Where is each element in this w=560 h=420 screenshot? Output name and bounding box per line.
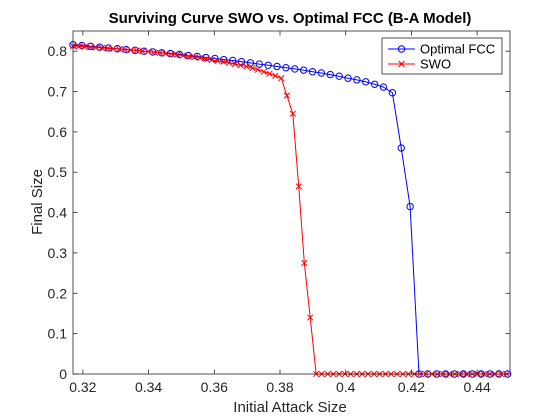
x-tick-label: 0.42 (398, 379, 425, 395)
y-tick-label: 0.6 (48, 124, 68, 140)
data-point (254, 66, 262, 73)
series-swo (69, 42, 510, 378)
data-point (145, 48, 152, 55)
x-tick-label: 0.44 (464, 379, 491, 395)
data-point (174, 51, 181, 58)
data-point (121, 46, 129, 53)
data-point (185, 53, 192, 60)
data-point (379, 83, 388, 91)
data-point (266, 70, 273, 77)
data-point (289, 110, 296, 117)
data-point (197, 54, 204, 62)
data-point (272, 72, 279, 79)
data-point (249, 64, 256, 72)
data-point (116, 46, 123, 53)
data-point (92, 44, 100, 51)
data-point (98, 44, 106, 52)
y-tick-label: 0.3 (48, 245, 68, 261)
data-point (370, 80, 379, 88)
data-point (317, 69, 326, 77)
data-point (162, 50, 169, 57)
legend-marker-swo (398, 60, 405, 68)
x-tick-label: 0.36 (201, 379, 228, 395)
legend-label-optimal-fcc: Optimal FCC (420, 42, 495, 57)
data-point (397, 144, 405, 152)
chart-title: Surviving Curve SWO vs. Optimal FCC (B-A… (109, 10, 472, 27)
y-tick-label: 0.4 (48, 205, 68, 221)
data-point (301, 259, 308, 267)
data-point (255, 60, 263, 68)
x-tick-label: 0.32 (69, 379, 96, 395)
data-point (243, 63, 250, 70)
data-point (308, 68, 317, 76)
data-point (344, 74, 352, 82)
data-point (211, 54, 219, 63)
data-point (283, 92, 291, 99)
data-point (214, 57, 221, 65)
x-tick-label: 0.38 (266, 379, 293, 395)
legend-label-swo: SWO (420, 57, 451, 72)
data-point (87, 42, 95, 51)
plot-area (73, 31, 510, 374)
data-point (75, 43, 83, 50)
y-tick-label: 0 (59, 366, 67, 382)
data-point (133, 47, 140, 54)
data-point (299, 66, 308, 74)
data-point (168, 50, 175, 58)
data-point (156, 49, 163, 56)
data-point (150, 49, 157, 56)
data-point (406, 202, 414, 211)
data-point (87, 43, 94, 51)
y-tick-label: 0.2 (48, 285, 68, 301)
data-point (191, 54, 198, 61)
y-tick-label: 0.1 (48, 326, 68, 342)
y-tick-label: 0.7 (48, 84, 68, 100)
data-point (335, 72, 343, 80)
data-point (273, 62, 281, 71)
data-point (202, 55, 210, 62)
data-point (220, 55, 228, 64)
y-tick-label: 0.5 (48, 164, 68, 180)
data-point (353, 76, 361, 84)
data-point (104, 45, 111, 52)
data-point (282, 64, 290, 72)
data-point (208, 56, 215, 64)
data-point (225, 59, 233, 67)
data-point (278, 75, 285, 82)
data-point (388, 89, 397, 97)
x-tick-label: 0.4 (336, 379, 356, 395)
y-axis-label: Final Size (29, 169, 46, 235)
axes-box (72, 30, 511, 375)
data-point (110, 45, 117, 52)
data-point (326, 70, 334, 79)
x-axis-label: Initial Attack Size (233, 399, 346, 416)
data-point (264, 61, 272, 70)
data-point (291, 65, 299, 73)
data-point (220, 58, 227, 65)
data-point (237, 62, 244, 69)
data-point (362, 78, 370, 86)
x-tick-label: 0.34 (135, 379, 162, 395)
data-point (307, 314, 314, 321)
data-point (81, 43, 88, 50)
legend-marker-optimal-fcc (397, 45, 406, 53)
y-tick-label: 0.8 (48, 43, 68, 59)
legend: Optimal FCC SWO (381, 37, 503, 75)
data-point (127, 46, 134, 54)
data-point (295, 183, 302, 190)
data-point (231, 60, 239, 68)
axes-layer: 0.32 0.34 0.36 0.38 0.4 0.42 0.44 0 0.1 0.2 0.3 0.4… (48, 30, 511, 395)
data-point (260, 68, 268, 75)
data-point (179, 52, 186, 59)
legend-box (381, 37, 503, 75)
data-point (139, 48, 146, 55)
